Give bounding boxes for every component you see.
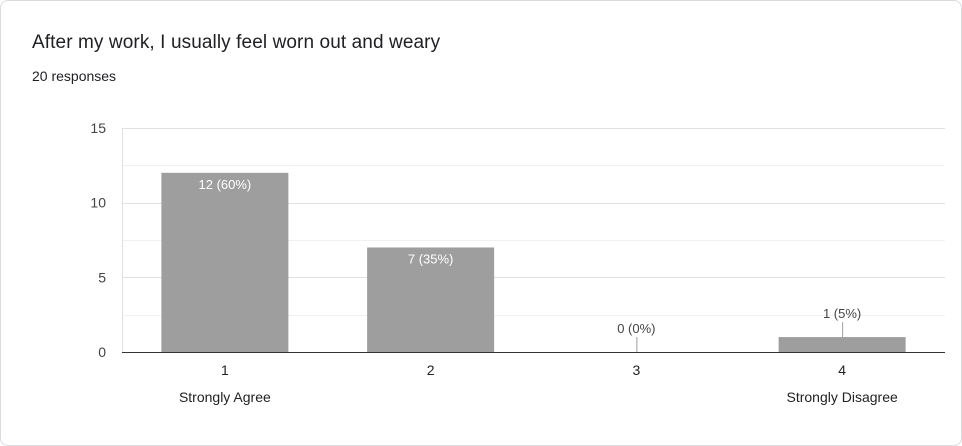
- x-category-description: Strongly Disagree: [786, 389, 897, 405]
- y-tick-label: 15: [90, 120, 106, 136]
- x-tick-label: 1: [221, 362, 229, 378]
- data-label: 0 (0%): [617, 321, 655, 336]
- y-tick-label: 5: [98, 269, 106, 285]
- x-tick-label: 2: [427, 362, 435, 378]
- x-tick-label: 3: [632, 362, 640, 378]
- x-category-description: Strongly Agree: [179, 389, 271, 405]
- y-tick-label: 0: [98, 344, 106, 360]
- y-tick-label: 10: [90, 195, 106, 211]
- question-title: After my work, I usually feel worn out a…: [32, 32, 441, 53]
- response-count: 20 responses: [32, 68, 117, 84]
- data-label: 12 (60%): [199, 177, 252, 192]
- x-tick-label: 4: [838, 362, 846, 378]
- bar: [161, 172, 289, 352]
- bar: [367, 247, 495, 352]
- bar: [778, 337, 906, 352]
- data-label: 7 (35%): [408, 251, 454, 266]
- data-label: 1 (5%): [823, 306, 861, 321]
